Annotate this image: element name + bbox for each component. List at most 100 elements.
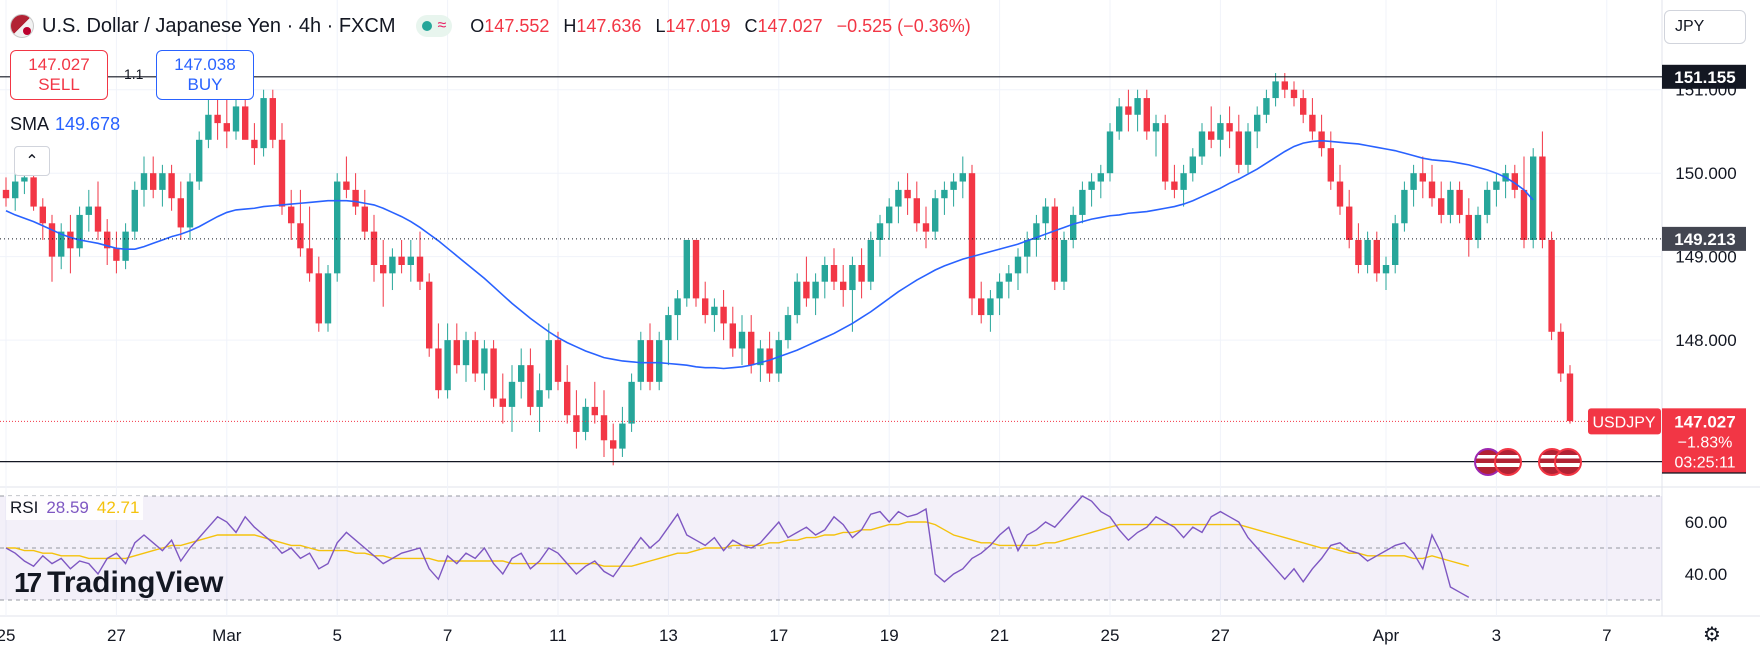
candle-body <box>1548 239 1555 332</box>
candle-body <box>1364 239 1371 265</box>
candle-body <box>140 173 148 190</box>
event-usd-flag-icon[interactable] <box>1494 448 1522 476</box>
candle-body <box>508 381 516 407</box>
candle-body <box>1189 156 1196 174</box>
candle-body <box>1318 131 1325 149</box>
candle-body <box>1336 181 1344 207</box>
candle-body <box>794 281 801 316</box>
sell-button[interactable]: 147.027 SELL <box>10 50 108 100</box>
candle-body <box>1530 156 1537 240</box>
time-tick-label: 7 <box>1602 626 1611 645</box>
candle-body <box>150 173 157 190</box>
candle-body <box>1566 373 1574 422</box>
candle-body <box>472 340 479 374</box>
time-tick-label: Mar <box>212 626 242 645</box>
sell-price: 147.027 <box>28 55 90 74</box>
candle-body <box>1511 173 1518 190</box>
time-tick-label: 19 <box>880 626 899 645</box>
candle-body <box>1484 189 1491 215</box>
currency-selector[interactable]: JPY <box>1664 10 1746 44</box>
sma-legend[interactable]: SMA 149.678 <box>10 114 121 134</box>
candle-body <box>849 265 856 291</box>
candle-body <box>1042 206 1049 224</box>
candle-body <box>416 256 424 282</box>
candle-body <box>600 415 608 441</box>
rsi-legend[interactable]: RSI 28.59 42.71 <box>6 496 144 520</box>
candle-body <box>959 173 966 182</box>
candle-body <box>886 206 893 224</box>
candlestick-series <box>2 73 1574 466</box>
candle-body <box>1428 181 1436 199</box>
dotted-level-label: 149.213 <box>1674 230 1735 249</box>
candle-body <box>361 206 368 232</box>
candle-body <box>67 231 74 249</box>
rsi-tick-label: 40.00 <box>1685 565 1728 584</box>
candle-body <box>1226 123 1233 132</box>
candle-body <box>242 106 249 140</box>
rsi-series <box>5 495 1470 599</box>
candle-body <box>573 415 580 432</box>
candle-body <box>821 265 828 282</box>
candle-body <box>1281 81 1288 90</box>
candle-body <box>76 214 83 249</box>
buy-price: 147.038 <box>174 55 236 74</box>
candle-body <box>757 348 764 366</box>
candle-body <box>738 331 746 349</box>
candle-body <box>370 231 378 265</box>
candle-body <box>766 348 773 374</box>
candle-body <box>177 198 184 228</box>
collapse-legend-button[interactable]: ⌃ <box>14 146 50 176</box>
candle-body <box>812 281 819 299</box>
candle-body <box>830 265 838 282</box>
event-usd-flag-icon[interactable] <box>1554 448 1582 476</box>
rsi-tick-label: 60.00 <box>1685 513 1728 532</box>
candle-body <box>748 331 755 366</box>
candle-body <box>1401 189 1408 224</box>
time-tick-label: 17 <box>769 626 788 645</box>
chart-settings-icon[interactable]: ⚙ <box>1703 623 1721 646</box>
candle-body <box>1263 98 1270 115</box>
candle-body <box>251 139 258 149</box>
symbol-title[interactable]: U.S. Dollar / Japanese Yen · 4h · FXCM <box>42 14 396 37</box>
time-tick-label: 25 <box>1101 626 1120 645</box>
time-tick-label: 7 <box>443 626 452 645</box>
candle-body <box>1290 89 1298 99</box>
candle-body <box>214 114 221 124</box>
time-tick-label: 3 <box>1492 626 1501 645</box>
sell-label: SELL <box>38 75 80 94</box>
candle-body <box>223 123 230 132</box>
ohlc-values: O147.552 H147.636 L147.019 C147.027 −0.5… <box>470 15 971 36</box>
time-tick-label: 5 <box>332 626 341 645</box>
price-tick-label: 150.000 <box>1675 164 1736 183</box>
candle-body <box>1447 189 1454 215</box>
rsi-ma-value: 42.71 <box>96 498 140 517</box>
candle-body <box>996 281 1003 299</box>
rsi-line <box>5 495 1470 599</box>
candle-body <box>1097 173 1104 182</box>
candle-body <box>1355 239 1362 265</box>
candle-body <box>1198 131 1206 157</box>
candle-body <box>702 298 709 316</box>
bar-countdown-label: 03:25:11 <box>1674 454 1735 471</box>
market-status-pill[interactable]: ≈ <box>415 15 453 37</box>
candle-body <box>196 139 203 182</box>
candle-body <box>168 173 175 199</box>
candle-body <box>683 239 690 299</box>
time-tick-label: 21 <box>990 626 1009 645</box>
candle-body <box>1392 223 1399 265</box>
candle-body <box>205 114 212 140</box>
candle-body <box>12 181 19 199</box>
candle-body <box>21 177 28 182</box>
market-open-dot-icon <box>421 21 432 31</box>
candle-body <box>1254 114 1261 132</box>
candle-body <box>554 340 562 382</box>
candle-body <box>1106 131 1114 174</box>
candle-body <box>1419 173 1426 182</box>
candle-body <box>1116 106 1123 132</box>
candle-body <box>453 340 460 366</box>
candle-body <box>545 340 552 391</box>
buy-button[interactable]: 147.038 BUY <box>156 50 254 100</box>
candle-body <box>186 181 194 228</box>
price-tick-label: 148.000 <box>1675 331 1736 350</box>
